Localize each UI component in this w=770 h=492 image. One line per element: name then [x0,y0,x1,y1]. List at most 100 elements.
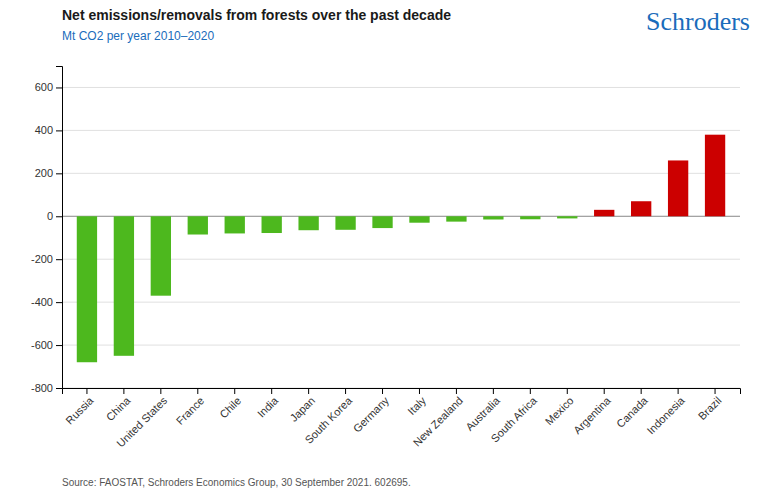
y-axis: -800 -600 -400 -200 0 200 400 600 [31,67,63,395]
x-tick-mark [345,388,346,394]
bar [631,201,651,216]
y-tick: 0 [47,210,62,222]
x-tick-mark [678,388,679,394]
x-tick-label: Argentina [571,394,613,436]
x-tick-label: United States [114,394,170,450]
y-tick-label: -800 [31,382,53,394]
x-tick-mark [271,388,272,394]
x-tick-label: India [255,394,281,420]
x-tick-mark [530,388,531,394]
x-tick-mark [604,388,605,394]
x-tick-label: Indonesia [644,394,687,437]
y-tick-mark [56,302,62,303]
y-tick-label: -400 [31,296,53,308]
bar [335,216,355,230]
y-tick-mark [56,87,62,88]
grid-line [62,87,740,88]
y-tick-mark [56,173,62,174]
x-tick: Indonesia [644,388,687,437]
bar [520,216,540,219]
bar [705,135,725,217]
grid [62,87,740,388]
x-tick-mark [308,388,309,394]
x-tick: India [255,388,281,420]
x-tick: Japan [287,388,317,424]
x-tick: Australia [463,388,502,433]
x-axis: RussiaChinaUnited StatesFranceChileIndia… [63,388,741,449]
grid-line [62,173,740,174]
x-tick-label: South Africa [488,394,539,445]
x-tick-label: New Zealand [411,394,465,448]
x-tick-mark [456,388,457,394]
y-tick-mark [56,259,62,260]
y-tick: -400 [31,296,62,308]
bar [372,216,392,228]
x-tick-mark [160,388,161,394]
x-tick-mark [493,388,494,394]
plot: -800-600-400-2000200400600RussiaChinaUni… [31,67,741,450]
x-tick-label: Italy [405,394,428,417]
y-tick-mark [56,130,62,131]
x-tick-label: France [174,394,207,427]
bar [151,216,171,295]
bar [446,216,466,221]
x-tick-mark [715,388,716,394]
x-tick-mark [419,388,420,394]
y-tick-label: -200 [31,253,53,265]
x-tick-mark [197,388,198,394]
x-tick-label: Brazil [696,394,724,422]
x-tick: Russia [63,388,96,427]
subtitle: Mt CO2 per year 2010–2020 [62,29,214,43]
bar [114,216,134,356]
x-tick-label: Mexico [543,394,576,427]
x-tick: Chile [217,388,243,421]
grid-line [62,345,740,346]
y-tick-label: 600 [35,81,53,93]
x-tick: South Korea [302,388,354,446]
x-tick-label: Russia [63,394,96,427]
chart: Net emissions/removals from forests over… [0,0,770,492]
x-tick: Brazil [696,388,724,422]
x-tick-mark [641,388,642,394]
x-tick-mark [382,388,383,394]
x-tick-label: Germany [351,394,392,435]
y-tick: -800 [31,382,62,394]
y-tick-label: 200 [35,167,53,179]
bar [594,210,614,216]
bar [557,216,577,218]
x-tick: Germany [351,388,392,435]
bar [298,216,318,230]
x-tick: Italy [405,388,428,417]
y-tick-label: -600 [31,339,53,351]
x-tick-mark [123,388,124,394]
grid-line [62,130,740,131]
bar [668,160,688,216]
bar [77,216,97,362]
x-tick-label: Chile [217,394,243,420]
bar [409,216,429,222]
bars [77,135,725,363]
bar [262,216,282,233]
x-tick: France [174,388,207,427]
bar [483,216,503,219]
title: Net emissions/removals from forests over… [62,7,451,23]
x-tick: South Africa [488,388,539,445]
bar [188,216,208,234]
brand: Schroders [646,7,750,36]
y-tick: -200 [31,253,62,265]
x-tick-label: Japan [287,394,317,424]
x-tick-label: Canada [614,394,650,430]
x-tick-mark [234,388,235,394]
y-tick: -600 [31,339,62,351]
x-tick-mark [567,388,568,394]
grid-line [62,302,740,303]
source: Source: FAOSTAT, Schroders Economics Gro… [62,477,411,488]
x-tick: New Zealand [411,388,465,449]
x-tick: Canada [614,388,650,430]
bar [225,216,245,233]
x-tick: Argentina [571,388,613,436]
x-tick: United States [114,388,170,449]
y-tick: 200 [35,167,62,179]
y-tick-label: 400 [35,124,53,136]
y-tick-label: 0 [47,210,53,222]
